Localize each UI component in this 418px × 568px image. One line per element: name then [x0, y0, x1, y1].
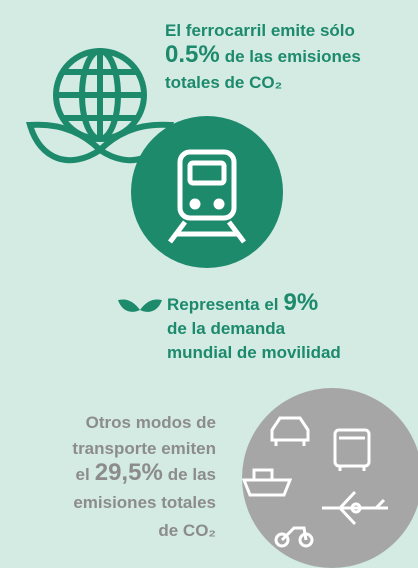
highlight: 29,5% [94, 459, 163, 486]
text: El ferrocarril emite sólo [165, 21, 355, 40]
highlight: 9% [283, 289, 319, 316]
vehicle-icons [241, 416, 388, 548]
text: totales de CO₂ [165, 73, 283, 92]
text: transporte emiten [72, 439, 216, 458]
rail-circle [131, 116, 283, 268]
text: el [75, 465, 90, 484]
text: de la demanda [167, 319, 286, 338]
leaf-bullet [118, 299, 162, 312]
text: de las emisiones [224, 47, 361, 66]
globe-icon [53, 48, 147, 142]
text: Representa el [167, 295, 279, 314]
text: de CO₂ [158, 521, 216, 540]
train-icon [168, 149, 246, 244]
text: de las [167, 465, 216, 484]
text: Otros modos de [85, 413, 216, 432]
text: emisiones totales [73, 493, 216, 512]
highlight: 0.5% [165, 41, 220, 68]
other-modes-circle [242, 388, 418, 568]
text: mundial de movilidad [167, 343, 341, 362]
